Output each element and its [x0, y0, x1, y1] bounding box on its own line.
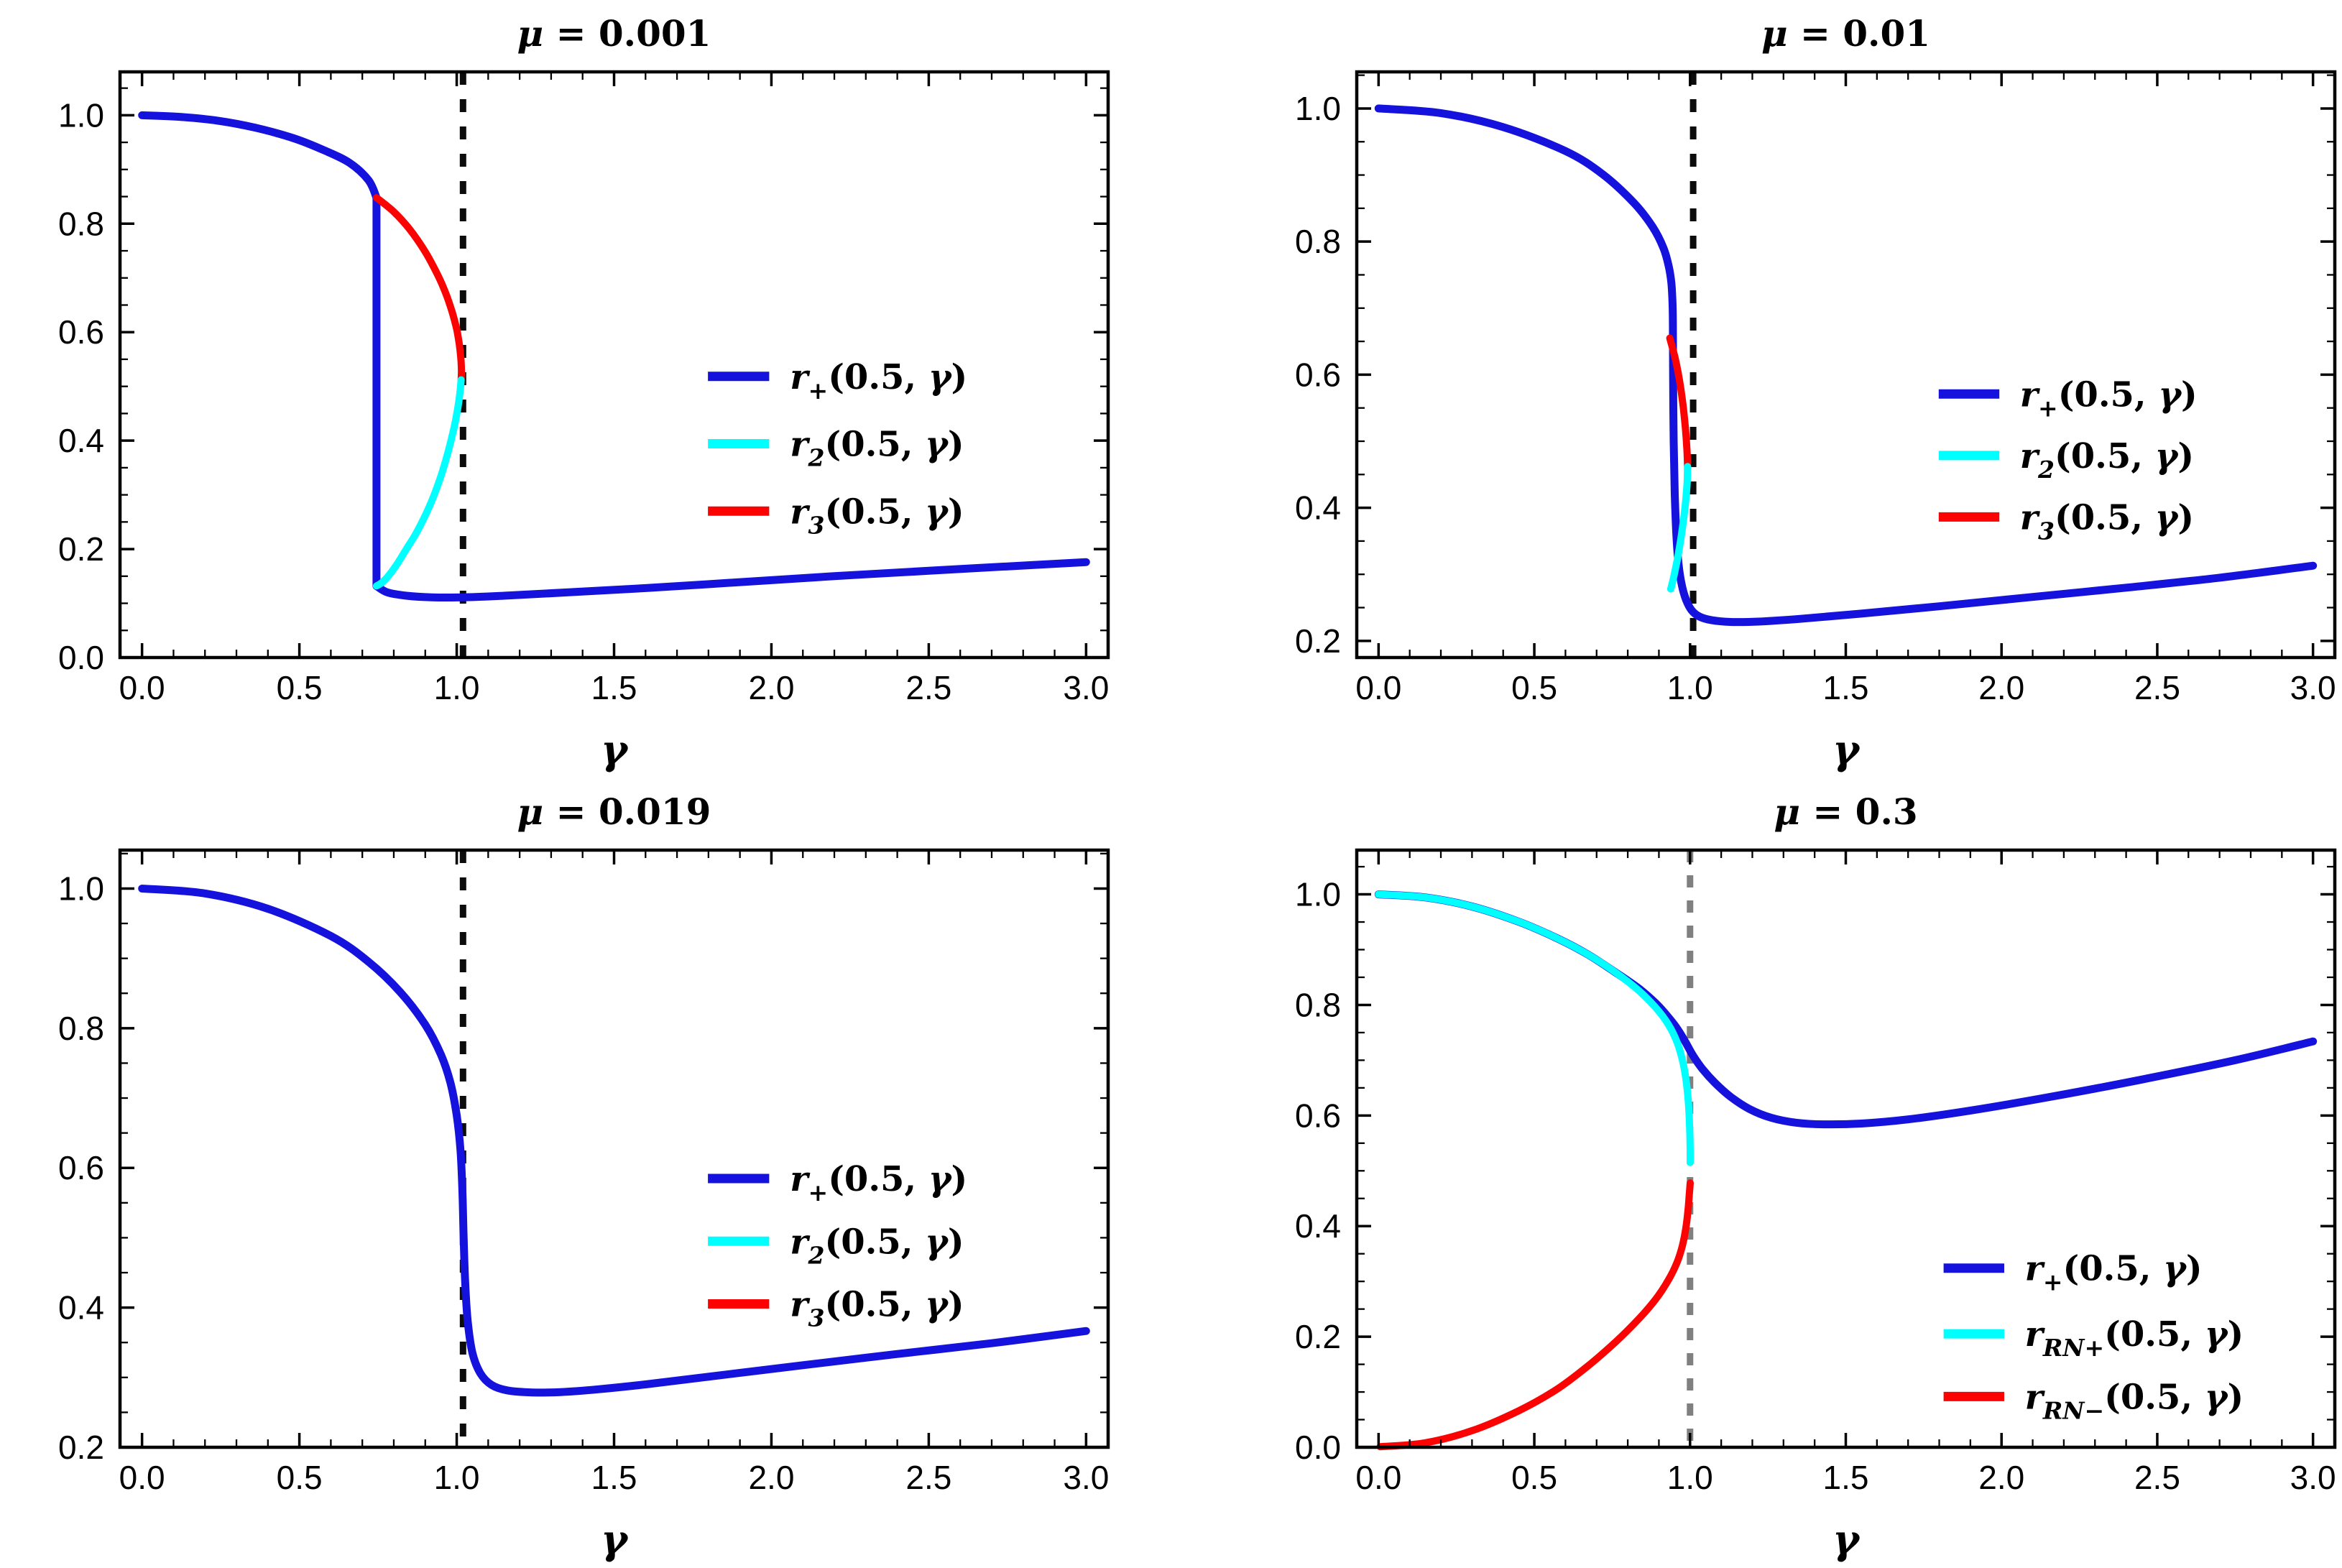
x-axis-label: γ	[601, 1516, 630, 1564]
series-r-plus	[1374, 890, 2318, 1129]
x-tick-label: 3.0	[1063, 1459, 1109, 1496]
y-tick-label: 0.2	[1295, 622, 1341, 660]
plot-title: μ = 0.01	[1761, 12, 1930, 55]
x-tick-label: 2.5	[2134, 1459, 2180, 1496]
y-tick-label: 1.0	[58, 870, 104, 907]
series-r-RN-plus	[1375, 890, 1694, 1166]
y-tick-label: 0.0	[58, 639, 104, 676]
y-tick-label: 0.8	[58, 1010, 104, 1047]
y-tick-label: 0.8	[58, 205, 104, 242]
y-tick-label: 0.2	[58, 1429, 104, 1466]
x-tick-label: 0.0	[119, 1459, 165, 1496]
x-tick-label: 0.5	[1511, 669, 1557, 706]
legend-label: rRN+(0.5, γ)	[2025, 1314, 2244, 1362]
series-r-plus	[138, 111, 1090, 601]
y-tick-label: 0.4	[1295, 489, 1341, 527]
x-tick-label: 2.0	[748, 1459, 794, 1496]
series-r-RN-minus	[1376, 1179, 1694, 1451]
y-tick-label: 0.6	[1295, 356, 1341, 393]
x-tick-label: 2.0	[748, 669, 794, 706]
legend-label: r+(0.5, γ)	[2020, 374, 2198, 422]
y-tick-label: 0.2	[58, 530, 104, 568]
legend-label: r3(0.5, γ)	[790, 1285, 964, 1332]
y-tick-label: 0.6	[1295, 1097, 1341, 1134]
series-r-plus	[1374, 104, 2318, 627]
legend-label: r2(0.5, γ)	[790, 425, 964, 472]
y-tick-label: 0.4	[1295, 1207, 1341, 1245]
x-tick-label: 2.0	[1978, 669, 2024, 706]
legend-label: r+(0.5, γ)	[2025, 1249, 2203, 1296]
legend-label: r3(0.5, γ)	[2020, 497, 2194, 545]
x-tick-label: 1.5	[1823, 1459, 1869, 1496]
series-r-3	[372, 194, 466, 384]
legend-label: rRN−(0.5, γ)	[2025, 1377, 2244, 1424]
y-tick-label: 0.8	[1295, 986, 1341, 1023]
x-axis-label: γ	[1832, 1516, 1861, 1564]
x-tick-label: 2.0	[1978, 1459, 2024, 1496]
x-tick-label: 0.5	[277, 1459, 323, 1496]
plot-panel-mu-0.01: 0.0 0.5 1.0 1.5 2.0 2.5 3.0 0.2 0.4 0.6 0.8 1.0 μ = …	[1171, 0, 2342, 784]
plot-panel-mu-0.001: 0.0 0.5 1.0 1.5 2.0 2.5 3.0 0.0 0.2 0.4 0.6 0.8 1.0 μ…	[0, 0, 1171, 784]
x-tick-label: 0.0	[119, 669, 165, 706]
x-tick-label: 0.0	[1355, 1459, 1401, 1496]
x-tick-label: 1.5	[1823, 669, 1869, 706]
x-tick-label: 2.5	[2134, 669, 2180, 706]
x-tick-label: 1.0	[1667, 669, 1713, 706]
y-tick-label: 1.0	[1295, 876, 1341, 913]
legend-label: r+(0.5, γ)	[790, 357, 967, 405]
series-r-2	[372, 376, 465, 590]
y-tick-label: 0.2	[1295, 1318, 1341, 1355]
x-tick-label: 0.0	[1355, 669, 1401, 706]
x-tick-label: 1.5	[591, 1459, 637, 1496]
y-tick-label: 0.4	[58, 1289, 104, 1327]
x-tick-label: 1.0	[434, 1459, 480, 1496]
series-r-plus	[138, 885, 1090, 1397]
x-axis-label: γ	[1832, 727, 1861, 774]
x-tick-label: 0.5	[1511, 1459, 1557, 1496]
plot-title: μ = 0.3	[1774, 790, 1917, 833]
legend: r+(0.5, γ) r2(0.5, γ) r3(0.5, γ)	[1938, 374, 2198, 545]
plot-frame	[1355, 70, 2337, 660]
y-tick-label: 0.6	[58, 313, 104, 351]
series-r-3	[1666, 334, 1692, 471]
y-tick-label: 0.4	[58, 422, 104, 459]
plot-panel-mu-0.3: 0.0 0.5 1.0 1.5 2.0 2.5 3.0 0.0 0.2 0.4 0.6 0.8 1.0 μ…	[1171, 784, 2342, 1568]
plot-title: μ = 0.019	[517, 790, 711, 833]
x-tick-label: 1.0	[1667, 1459, 1713, 1496]
y-tick-label: 0.6	[58, 1149, 104, 1186]
y-tick-label: 1.0	[1295, 90, 1341, 127]
legend: r+(0.5, γ) rRN+(0.5, γ) rRN−(0.5, γ)	[1943, 1249, 2244, 1424]
x-tick-label: 2.5	[905, 669, 951, 706]
legend-label: r3(0.5, γ)	[790, 492, 964, 539]
plot-frame	[1355, 848, 2337, 1449]
legend: r+(0.5, γ) r2(0.5, γ) r3(0.5, γ)	[708, 357, 967, 539]
x-tick-label: 1.0	[434, 669, 480, 706]
plot-title: μ = 0.001	[517, 12, 711, 55]
legend-label: r2(0.5, γ)	[2020, 436, 2194, 484]
y-tick-label: 0.0	[1295, 1429, 1341, 1466]
x-tick-label: 3.0	[1063, 669, 1109, 706]
y-tick-label: 1.0	[58, 96, 104, 134]
legend: r+(0.5, γ) r2(0.5, γ) r3(0.5, γ)	[708, 1159, 967, 1332]
x-tick-label: 1.5	[591, 669, 637, 706]
plot-panel-mu-0.019: 0.0 0.5 1.0 1.5 2.0 2.5 3.0 0.2 0.4 0.6 0.8 1.0 μ = …	[0, 784, 1171, 1568]
x-tick-label: 3.0	[2290, 669, 2336, 706]
legend-label: r+(0.5, γ)	[790, 1159, 967, 1207]
y-tick-label: 0.8	[1295, 223, 1341, 260]
legend-label: r2(0.5, γ)	[790, 1222, 964, 1269]
series-r-2	[1666, 463, 1692, 593]
plot-frame	[118, 848, 1110, 1449]
x-axis-label: γ	[601, 727, 630, 774]
x-tick-label: 3.0	[2290, 1459, 2336, 1496]
x-tick-label: 2.5	[905, 1459, 951, 1496]
x-tick-label: 0.5	[277, 669, 323, 706]
